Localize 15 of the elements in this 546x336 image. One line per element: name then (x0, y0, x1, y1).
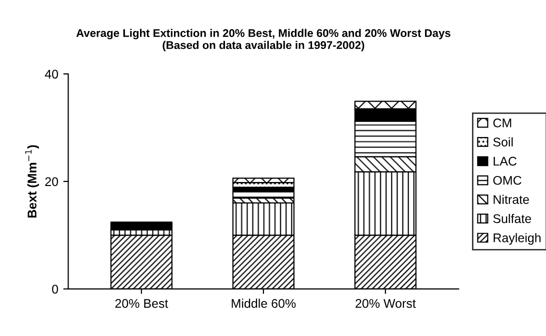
y-axis-title: Bext (Mm$^{−1}$) (25, 145, 39, 218)
chart-title: Average Light Extinction in 20% Best, Middle 60% and 20% Worst Days (Based on data available in 1997-2002) (76, 28, 450, 52)
y-tick-label: 40 (44, 70, 58, 79)
legend-label: Soil (493, 137, 513, 146)
legend-label: Sulfate (493, 214, 532, 224)
legend-label: Rayleigh (494, 233, 541, 245)
legend-label: CM (493, 118, 512, 128)
legend-label: LAC (494, 156, 517, 166)
y-tick-label: 0 (52, 284, 58, 294)
y-tick-label: 20 (45, 177, 58, 186)
legend-label: OMC (493, 176, 522, 185)
x-tick-label: 20% Best (115, 299, 168, 308)
legend-label: Nitrate (494, 194, 529, 204)
x-tick-label: Middle 60% (232, 298, 296, 308)
x-tick-label: 20% Worst (356, 299, 416, 308)
